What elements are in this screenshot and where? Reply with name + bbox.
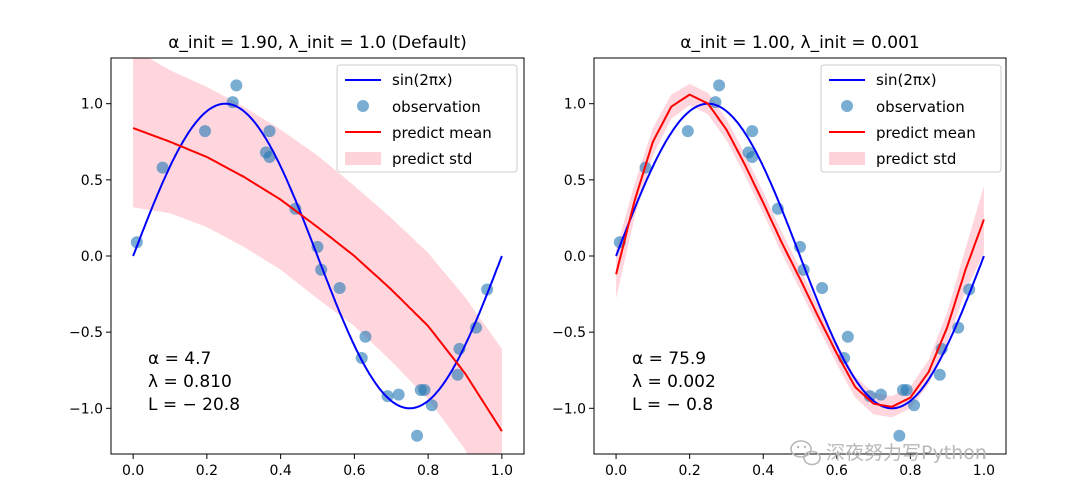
x-tick-label: 1.0	[491, 463, 513, 479]
legend-label-sin: sin(2πx)	[876, 71, 937, 89]
plot-title: α_init = 1.90, λ_init = 1.0 (Default)	[168, 33, 467, 53]
plot-title: α_init = 1.00, λ_init = 0.001	[680, 33, 919, 53]
observation-point	[908, 399, 921, 412]
observation-point	[156, 161, 169, 174]
x-tick-label: 0.0	[605, 463, 627, 479]
annotation-alpha: α = 75.9	[632, 349, 706, 369]
annotation-lambda: λ = 0.002	[632, 372, 716, 392]
legend-label-std: predict std	[876, 150, 956, 168]
x-tick-label: 0.2	[196, 463, 218, 479]
legend-box	[820, 64, 1002, 173]
observation-point	[816, 281, 829, 294]
observation-point	[933, 368, 946, 381]
legend-label-mean: predict mean	[392, 124, 492, 142]
observation-point	[841, 330, 854, 343]
legend-label-std: predict std	[392, 150, 472, 168]
observation-point	[952, 321, 965, 334]
subplot-right: 0.0 0.2 0.4 0.6 0.8 1.0 1.0 0.5 0.0 −0.5 −1.0 α_in…	[552, 33, 1007, 479]
x-tick-label: 0.0	[122, 463, 144, 479]
x-tick-label: 0.8	[417, 463, 439, 479]
true-function-line	[132, 102, 503, 410]
y-tick-label: −1.0	[552, 401, 586, 417]
y-tick-label: 0.5	[81, 173, 103, 189]
annotation-likelihood: L = − 20.8	[148, 395, 240, 415]
axis-ticks: 0.0 0.2 0.4 0.6 0.8 1.0 1.0 0.5 0.0 −0.5 −1.0	[69, 97, 513, 479]
x-tick-label: 0.6	[826, 463, 848, 479]
observation-point	[900, 384, 913, 397]
legend: sin(2πx) observation predict mean predic…	[336, 64, 518, 173]
legend-label-mean: predict mean	[876, 124, 976, 142]
annotation-lambda: λ = 0.810	[148, 372, 232, 392]
observation-points	[130, 79, 494, 442]
watermark: 深夜努力写Python	[790, 440, 987, 466]
wechat-icon	[790, 440, 821, 466]
legend-swatch-std	[829, 152, 865, 165]
legend-label-sin: sin(2πx)	[392, 71, 453, 89]
observation-point	[199, 125, 212, 138]
y-tick-label: −0.5	[552, 325, 586, 341]
observation-point	[411, 429, 424, 442]
observation-point	[470, 321, 483, 334]
annotation-likelihood: L = − 0.8	[632, 395, 713, 415]
x-tick-label: 0.2	[679, 463, 701, 479]
observation-point	[451, 368, 464, 381]
legend-marker-observation	[357, 100, 369, 112]
x-tick-label: 0.8	[899, 463, 921, 479]
x-tick-label: 0.4	[752, 463, 774, 479]
y-tick-label: 1.0	[564, 97, 586, 113]
observation-point	[230, 79, 243, 92]
y-tick-label: −1.0	[69, 401, 103, 417]
observation-point	[681, 125, 694, 138]
legend: sin(2πx) observation predict mean predic…	[820, 64, 1002, 173]
x-tick-label: 0.4	[269, 463, 291, 479]
y-tick-label: 1.0	[81, 97, 103, 113]
legend-swatch-std	[345, 152, 381, 165]
observation-point	[392, 388, 405, 401]
subplot-left: 0.0 0.2 0.4 0.6 0.8 1.0 1.0 0.5 0.0 −0.5 −1.0 α_in…	[69, 33, 525, 479]
observation-point	[359, 330, 372, 343]
x-tick-label: 0.6	[343, 463, 365, 479]
x-tick-label: 1.0	[973, 463, 995, 479]
observation-point	[263, 125, 276, 138]
legend-box	[336, 64, 518, 173]
legend-label-observation: observation	[392, 98, 481, 116]
observation-point	[893, 429, 906, 442]
annotation-alpha: α = 4.7	[148, 349, 211, 369]
y-tick-label: −0.5	[69, 325, 103, 341]
true-function-line	[615, 102, 985, 410]
predict-mean-line	[132, 127, 503, 432]
y-tick-label: 0.0	[81, 249, 103, 265]
observation-point	[425, 399, 438, 412]
watermark-text: 深夜努力写Python	[826, 442, 987, 464]
observation-point	[874, 388, 887, 401]
observation-point	[713, 79, 726, 92]
legend-marker-observation	[841, 100, 853, 112]
legend-label-observation: observation	[876, 98, 965, 116]
observation-point	[746, 151, 759, 163]
axis-ticks: 0.0 0.2 0.4 0.6 0.8 1.0 1.0 0.5 0.0 −0.5 −1.0	[552, 97, 995, 479]
y-tick-label: 0.0	[564, 249, 586, 265]
observation-point	[746, 125, 759, 138]
observation-point	[333, 281, 346, 294]
observation-point	[263, 151, 276, 163]
y-tick-label: 0.5	[564, 173, 586, 189]
observation-point	[418, 384, 431, 397]
predict-mean-line	[615, 93, 985, 408]
